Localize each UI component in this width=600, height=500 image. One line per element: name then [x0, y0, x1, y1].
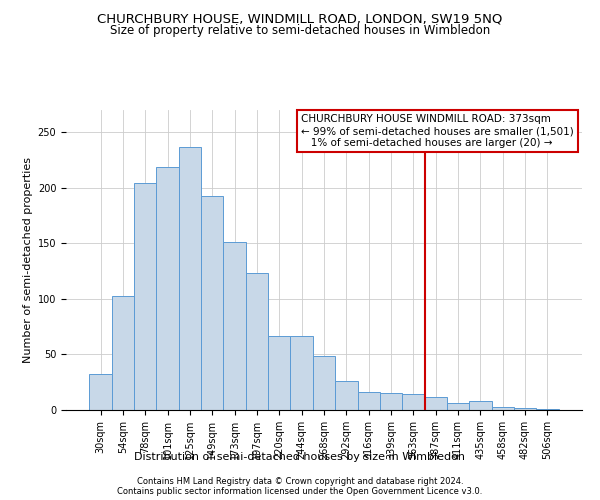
Bar — [536, 409, 559, 410]
Bar — [89, 374, 112, 410]
Bar — [223, 242, 246, 410]
Bar — [157, 166, 179, 410]
Bar — [290, 336, 313, 410]
Text: CHURCHBURY HOUSE, WINDMILL ROAD, LONDON, SW19 5NQ: CHURCHBURY HOUSE, WINDMILL ROAD, LONDON,… — [97, 12, 503, 26]
Bar — [313, 356, 335, 410]
Bar — [179, 146, 201, 410]
Y-axis label: Number of semi-detached properties: Number of semi-detached properties — [23, 157, 34, 363]
Bar — [358, 392, 380, 410]
Bar — [268, 336, 290, 410]
Bar — [134, 184, 157, 410]
Text: Size of property relative to semi-detached houses in Wimbledon: Size of property relative to semi-detach… — [110, 24, 490, 37]
Bar — [335, 381, 358, 410]
Bar — [402, 394, 425, 410]
Bar — [201, 196, 223, 410]
Text: Contains public sector information licensed under the Open Government Licence v3: Contains public sector information licen… — [118, 486, 482, 496]
Text: Distribution of semi-detached houses by size in Wimbledon: Distribution of semi-detached houses by … — [134, 452, 466, 462]
Bar — [514, 408, 536, 410]
Bar — [491, 406, 514, 410]
Bar — [469, 401, 491, 410]
Bar — [380, 394, 402, 410]
Bar — [112, 296, 134, 410]
Text: CHURCHBURY HOUSE WINDMILL ROAD: 373sqm
← 99% of semi-detached houses are smaller: CHURCHBURY HOUSE WINDMILL ROAD: 373sqm ←… — [301, 114, 574, 148]
Bar — [425, 396, 447, 410]
Bar — [447, 404, 469, 410]
Text: Contains HM Land Registry data © Crown copyright and database right 2024.: Contains HM Land Registry data © Crown c… — [137, 476, 463, 486]
Bar — [246, 274, 268, 410]
